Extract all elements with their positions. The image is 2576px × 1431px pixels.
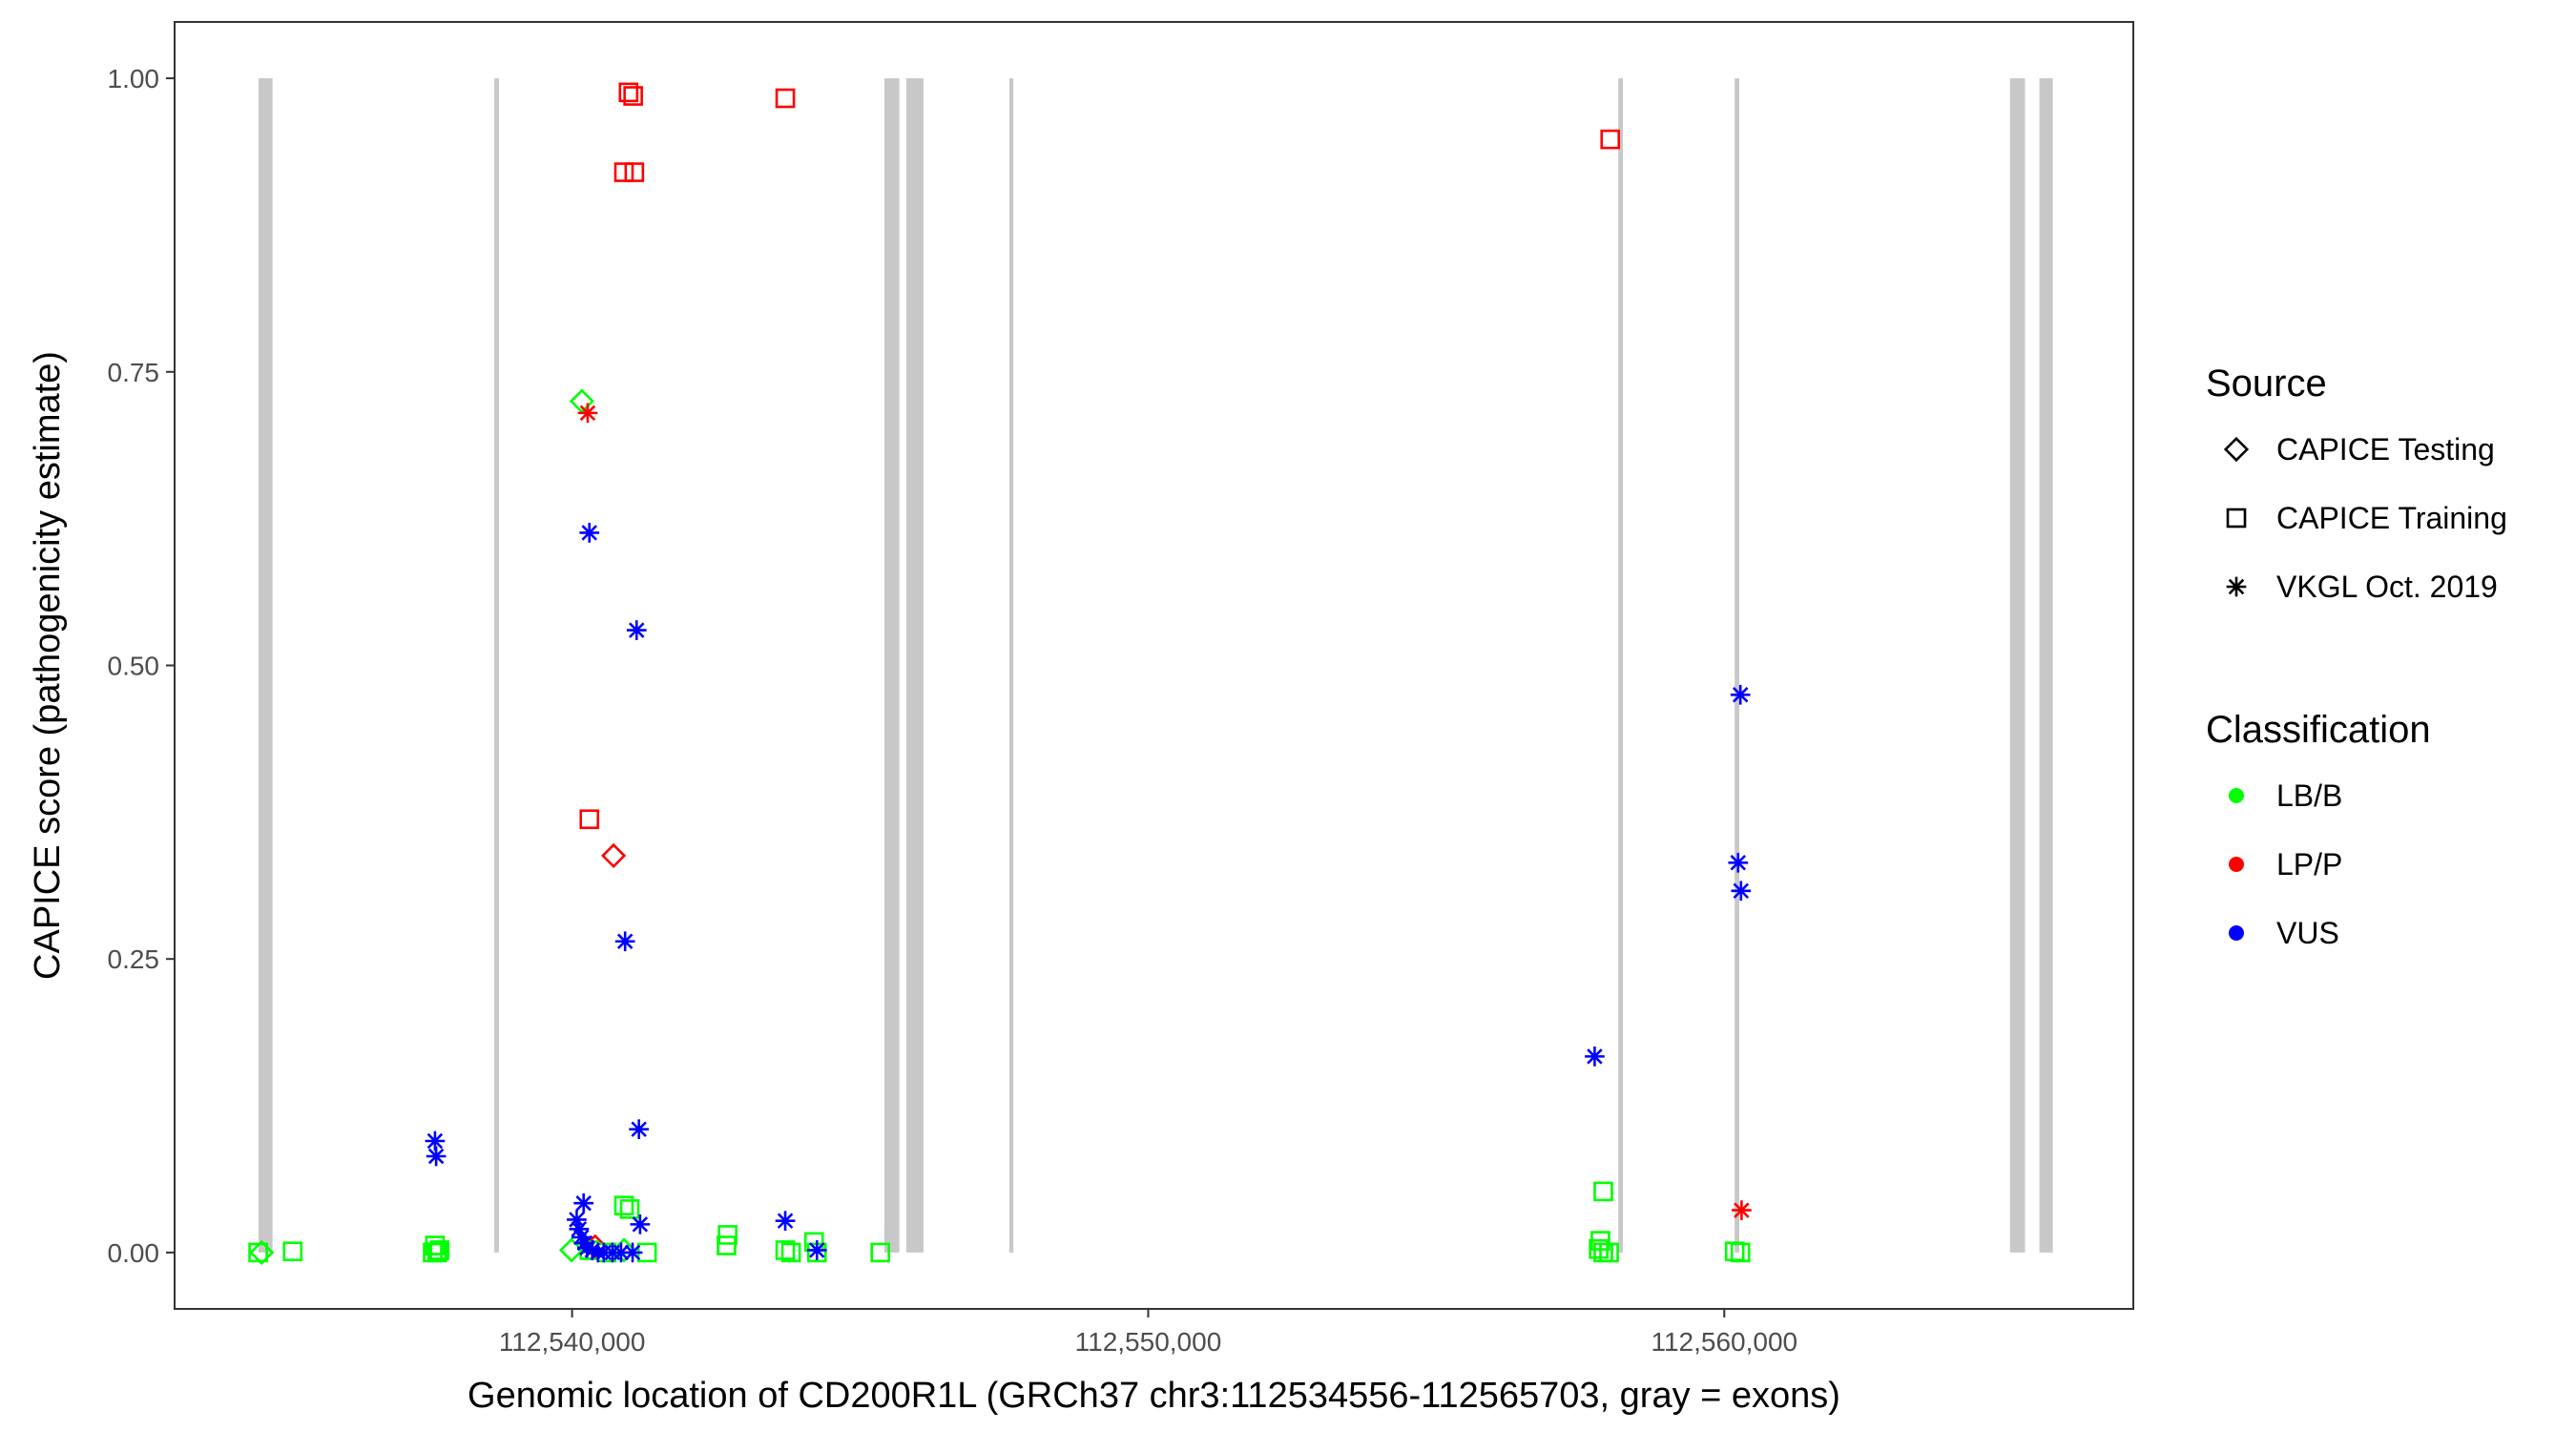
point-square-lp-p-6 <box>579 809 600 830</box>
point-square-lb-b-2 <box>282 1241 303 1261</box>
point-square-lb-b-7 <box>613 1195 634 1215</box>
exon-bar-4 <box>905 78 924 1253</box>
legend: Source Classification CAPICE Testing CAPI… <box>2206 363 2507 950</box>
point-square-lb-b-8 <box>619 1199 640 1219</box>
exon-bar-8 <box>2009 78 2025 1253</box>
exon-bar-5 <box>1008 78 1014 1253</box>
legend-class-key-3 <box>2229 925 2244 941</box>
point-asterisk-vus-5 <box>614 931 635 952</box>
point-asterisk-vus-4 <box>626 620 647 640</box>
point-square-lb-b-12 <box>717 1225 737 1245</box>
legend-class-label: LP/P <box>2276 847 2342 881</box>
point-asterisk-vus-6 <box>629 1119 650 1140</box>
legend-source-key-3 <box>2226 576 2247 597</box>
point-diamond-lp-p-1 <box>601 842 627 868</box>
point-square-lb-b-23 <box>1599 1242 1619 1263</box>
point-square-lb-b-3 <box>425 1235 446 1255</box>
point-square-lb-b-14 <box>775 1240 796 1260</box>
point-square-lb-b-19 <box>1593 1181 1613 1202</box>
legend-source-label: CAPICE Training <box>2276 501 2507 535</box>
point-square-lb-b-25 <box>1730 1242 1751 1263</box>
point-asterisk-vus-23 <box>1730 684 1751 705</box>
legend-source-label: CAPICE Testing <box>2276 432 2495 467</box>
data-points <box>248 82 1752 1266</box>
x-axis-title: Genomic location of CD200R1L (GRCh37 chr… <box>467 1376 1840 1416</box>
exon-bar-7 <box>1735 78 1739 1253</box>
legend-source-key-2 <box>2226 508 2247 529</box>
point-asterisk-vus-2 <box>426 1146 447 1167</box>
point-square-lb-b-15 <box>780 1242 801 1263</box>
legend-class-key-2 <box>2229 857 2244 872</box>
y-tick-label: 0.50 <box>108 652 160 681</box>
legend-class-label: VUS <box>2276 916 2339 950</box>
y-tick-label: 0.25 <box>108 944 160 974</box>
point-square-lb-b-13 <box>717 1235 737 1255</box>
y-tick-label: 0.75 <box>108 358 160 387</box>
point-asterisk-vus-7 <box>573 1192 594 1213</box>
point-asterisk-lp-p-1 <box>577 403 598 424</box>
point-square-lp-p-5 <box>775 88 796 109</box>
point-asterisk-vus-20 <box>775 1211 796 1232</box>
point-square-lb-b-18 <box>870 1242 890 1263</box>
point-asterisk-vus-3 <box>579 523 600 543</box>
x-axis: 112,540,000 112,550,000 112,560,000 <box>499 1309 1797 1357</box>
point-square-lp-p-7 <box>1600 129 1621 150</box>
plot-panel-border <box>174 21 2134 1310</box>
exon-bar-2 <box>494 78 499 1253</box>
x-tick-label: 112,550,000 <box>1075 1327 1222 1357</box>
point-asterisk-vus-25 <box>1731 881 1752 902</box>
point-square-lp-p-1 <box>618 82 639 103</box>
point-square-lb-b-4 <box>429 1240 450 1260</box>
point-asterisk-vus-18 <box>622 1242 643 1263</box>
exon-bar-3 <box>883 78 900 1253</box>
point-asterisk-vus-22 <box>1585 1047 1605 1067</box>
y-tick-label: 1.00 <box>108 64 160 93</box>
point-square-lp-p-4 <box>624 162 645 182</box>
point-square-lp-p-3 <box>613 162 634 182</box>
point-asterisk-vus-21 <box>806 1240 827 1260</box>
exon-bar-9 <box>2039 78 2053 1253</box>
point-square-lp-p-2 <box>623 86 643 106</box>
point-asterisk-vus-24 <box>1728 852 1749 873</box>
legend-source-key-1 <box>2223 436 2250 463</box>
y-tick-label: 0.00 <box>108 1238 160 1268</box>
legend-source-label: VKGL Oct. 2019 <box>2276 570 2498 604</box>
exon-bars <box>258 78 2053 1253</box>
y-axis-title: CAPICE score (pathogenicity estimate) <box>28 351 68 980</box>
point-asterisk-lp-p-2 <box>1732 1200 1752 1220</box>
exon-bar-6 <box>1618 78 1624 1253</box>
legend-class-key-1 <box>2229 788 2244 803</box>
point-square-lb-b-21 <box>1589 1238 1609 1259</box>
x-tick-label: 112,540,000 <box>499 1327 646 1357</box>
x-tick-label: 112,560,000 <box>1651 1327 1797 1357</box>
point-square-lb-b-1 <box>248 1242 268 1263</box>
point-asterisk-vus-1 <box>425 1130 446 1151</box>
point-square-lb-b-6 <box>427 1242 447 1263</box>
exon-bar-1 <box>258 78 273 1253</box>
legend-source-title: Source <box>2206 363 2327 404</box>
point-diamond-lb-b-1 <box>249 1239 275 1266</box>
point-asterisk-vus-19 <box>630 1214 651 1234</box>
y-axis: 0.00 0.25 0.50 0.75 1.00 <box>108 64 175 1268</box>
legend-classification-title: Classification <box>2206 709 2431 751</box>
legend-class-label: LB/B <box>2276 778 2342 813</box>
